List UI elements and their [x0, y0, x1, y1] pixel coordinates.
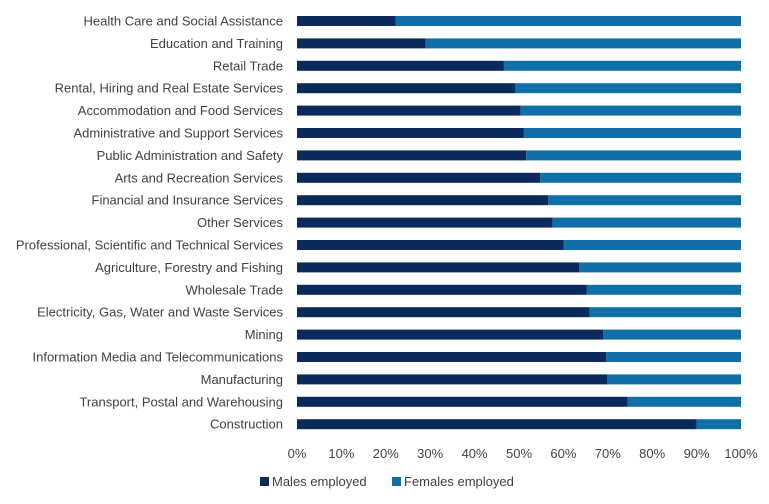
category-label-wholesale-trade: Wholesale Trade — [185, 282, 283, 297]
category-label-mining: Mining — [245, 327, 283, 342]
bar-females-employed-education-and-training — [425, 38, 741, 49]
bar-females-employed-administrative-and-support-services — [523, 128, 741, 138]
category-label-transport-postal-and-warehousing: Transport, Postal and Warehousing — [79, 394, 283, 409]
bar-females-employed-retail-trade — [503, 60, 741, 71]
bar-females-employed-information-media-and-telecommunications — [606, 352, 741, 362]
bar-males-employed-manufacturing — [297, 374, 608, 385]
bar-females-employed-professional-scientific-and-technical-services — [563, 240, 741, 250]
bar-males-employed-agriculture-forestry-and-fishing — [297, 262, 580, 273]
x-tick-label-10pct: 10% — [328, 446, 354, 461]
category-label-agriculture-forestry-and-fishing: Agriculture, Forestry and Fishing — [95, 260, 283, 275]
bar-males-employed-information-media-and-telecommunications — [297, 352, 607, 362]
legend-swatch-males — [260, 477, 269, 486]
bar-males-employed-financial-and-insurance-services — [297, 195, 549, 206]
legend-label-females: Females employed — [404, 474, 514, 489]
bar-females-employed-health-care-and-social-assistance — [395, 16, 741, 26]
bar-males-employed-administrative-and-support-services — [297, 128, 524, 138]
category-axis-labels: Health Care and Social Assistance Educati… — [16, 14, 284, 432]
bar-females-employed-electricity-gas-water-and-waste-services — [589, 307, 741, 318]
category-label-electricity-gas-water-and-waste-services: Electricity, Gas, Water and Waste Servic… — [37, 305, 283, 320]
legend-swatch-females — [392, 477, 401, 486]
bar-males-employed-education-and-training — [297, 38, 426, 49]
bar-males-employed-professional-scientific-and-technical-services — [297, 240, 564, 250]
bar-males-employed-accommodation-and-food-services — [297, 105, 521, 116]
bar-females-employed-arts-and-recreation-services — [540, 172, 741, 183]
x-tick-label-90pct: 90% — [684, 446, 710, 461]
bar-females-employed-wholesale-trade — [586, 284, 741, 295]
category-label-information-media-and-telecommunications: Information Media and Telecommunications — [32, 350, 283, 365]
bar-females-employed-agriculture-forestry-and-fishing — [579, 262, 741, 273]
category-label-rental-hiring-and-real-estate-services: Rental, Hiring and Real Estate Services — [55, 81, 284, 96]
bar-females-employed-public-administration-and-safety — [526, 150, 741, 161]
bar-males-employed-mining — [297, 329, 604, 340]
category-label-financial-and-insurance-services: Financial and Insurance Services — [92, 193, 284, 208]
category-label-education-and-training: Education and Training — [150, 36, 283, 51]
bar-females-employed-construction — [696, 419, 741, 430]
category-label-construction: Construction — [210, 417, 283, 432]
x-tick-label-30pct: 30% — [417, 446, 443, 461]
category-label-health-care-and-social-assistance: Health Care and Social Assistance — [84, 14, 283, 29]
x-tick-label-60pct: 60% — [550, 446, 576, 461]
category-label-other-services: Other Services — [197, 215, 283, 230]
bar-females-employed-accommodation-and-food-services — [520, 105, 741, 116]
category-label-professional-scientific-and-technical-services: Professional, Scientific and Technical S… — [16, 238, 284, 253]
bar-males-employed-public-administration-and-safety — [297, 150, 527, 161]
category-label-retail-trade: Retail Trade — [213, 58, 283, 73]
x-tick-label-40pct: 40% — [462, 446, 488, 461]
bar-males-employed-rental-hiring-and-real-estate-services — [297, 83, 516, 94]
category-label-accommodation-and-food-services: Accommodation and Food Services — [78, 103, 284, 118]
x-tick-label-80pct: 80% — [639, 446, 665, 461]
bar-males-employed-construction — [297, 419, 697, 430]
bar-males-employed-health-care-and-social-assistance — [297, 16, 396, 26]
category-label-arts-and-recreation-services: Arts and Recreation Services — [115, 170, 284, 185]
bar-females-employed-other-services — [552, 217, 741, 228]
category-label-manufacturing: Manufacturing — [201, 372, 283, 387]
legend-label-males: Males employed — [272, 474, 367, 489]
bar-females-employed-transport-postal-and-warehousing — [627, 396, 741, 407]
value-axis-ticks: 0% 10% 20% 30% 40% 50% 60% 70% 80% 90% 100% — [288, 446, 758, 461]
bar-males-employed-wholesale-trade — [297, 284, 587, 295]
category-label-public-administration-and-safety: Public Administration and Safety — [97, 148, 284, 163]
legend: Males employed Females employed — [260, 474, 514, 489]
bar-males-employed-transport-postal-and-warehousing — [297, 396, 628, 407]
x-tick-label-0pct: 0% — [288, 446, 307, 461]
bar-area — [297, 16, 741, 430]
x-tick-label-70pct: 70% — [595, 446, 621, 461]
category-label-administrative-and-support-services: Administrative and Support Services — [73, 126, 283, 141]
bar-females-employed-financial-and-insurance-services — [548, 195, 741, 206]
x-tick-label-50pct: 50% — [506, 446, 532, 461]
bar-males-employed-arts-and-recreation-services — [297, 172, 541, 183]
bar-males-employed-electricity-gas-water-and-waste-services — [297, 307, 590, 318]
x-tick-label-100pct: 100% — [724, 446, 758, 461]
bar-males-employed-other-services — [297, 217, 553, 228]
x-tick-label-20pct: 20% — [373, 446, 399, 461]
bar-females-employed-rental-hiring-and-real-estate-services — [515, 83, 741, 94]
bar-females-employed-mining — [603, 329, 741, 340]
bar-males-employed-retail-trade — [297, 60, 504, 71]
bar-females-employed-manufacturing — [607, 374, 741, 385]
